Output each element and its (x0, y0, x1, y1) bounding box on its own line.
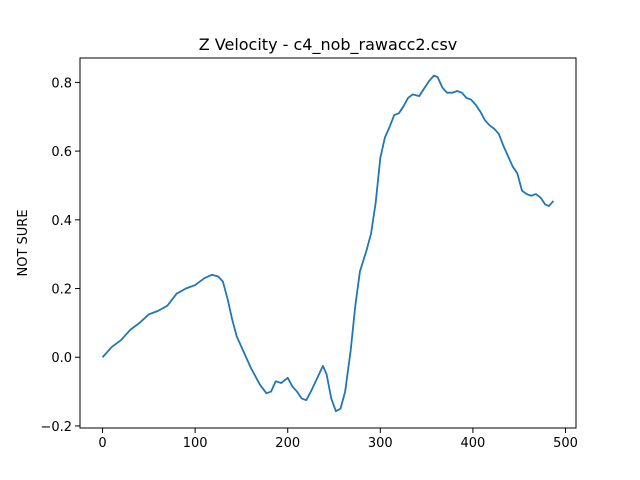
y-tick-label: 0.8 (51, 76, 72, 91)
y-tick-label: −0.2 (40, 420, 72, 435)
y-tick-label: 0.2 (51, 283, 72, 298)
x-tick-label: 400 (460, 436, 485, 451)
plot-frame (79, 57, 577, 429)
y-tick-label: 0.0 (51, 351, 72, 366)
chart-title: Z Velocity - c4_nob_rawacc2.csv (199, 35, 458, 55)
x-tick-label: 300 (368, 436, 393, 451)
y-tick-label: 0.4 (51, 214, 72, 229)
x-tick-label: 100 (183, 436, 208, 451)
line-series (101, 74, 555, 413)
x-tick-label: 200 (275, 436, 300, 451)
y-tick-label: 0.6 (51, 145, 72, 160)
x-tick-label: 500 (553, 436, 578, 451)
x-tick-label: 0 (98, 436, 106, 451)
y-axis-label: NOT SURE (16, 209, 31, 276)
